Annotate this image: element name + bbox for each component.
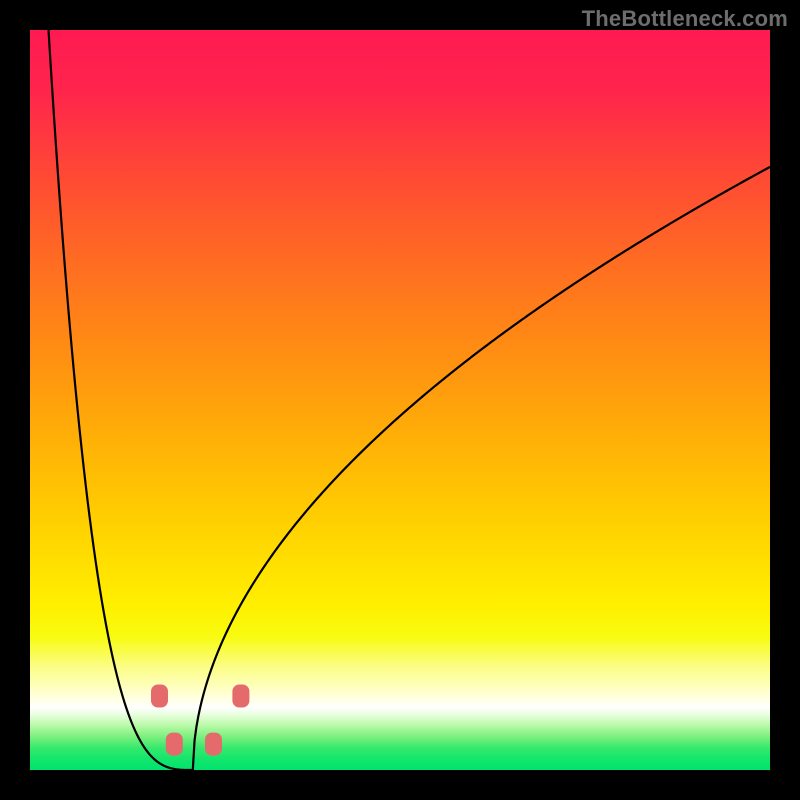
plot-svg	[30, 30, 770, 770]
watermark-text: TheBottleneck.com	[582, 6, 788, 32]
marker	[151, 685, 168, 708]
marker	[205, 733, 222, 756]
marker	[232, 685, 249, 708]
chart-frame: TheBottleneck.com	[0, 0, 800, 800]
plot-area	[30, 30, 770, 770]
marker	[166, 733, 183, 756]
plot-background	[30, 30, 770, 770]
